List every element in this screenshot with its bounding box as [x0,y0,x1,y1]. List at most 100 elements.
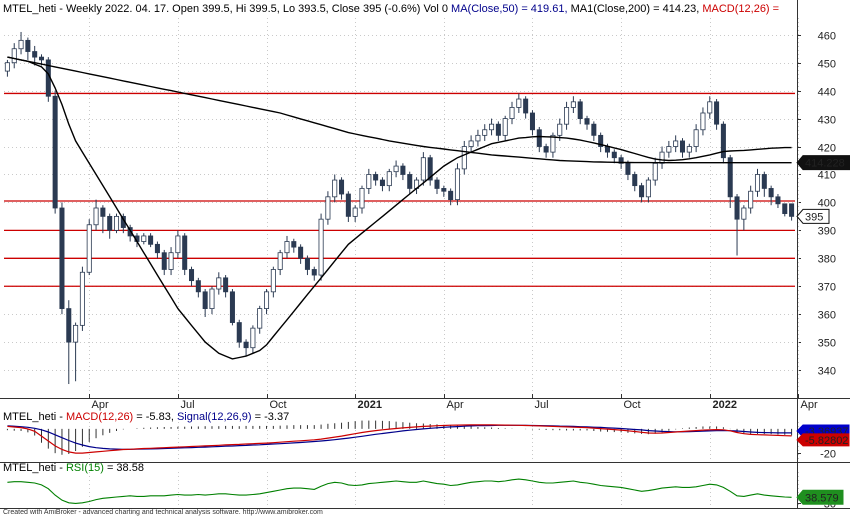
candle-body [86,224,92,273]
candle-body [264,291,270,309]
candle-body [516,98,522,108]
macd-header-symbol: MTEL_heti [3,411,56,423]
candle-body [591,123,597,136]
candle-body [216,277,222,290]
rsi-header-symbol: MTEL_heti [3,462,56,474]
macd-header-signal-val: = -3.37 [252,411,290,423]
candle-body [209,288,215,309]
candle-body [420,157,426,181]
price-ytick-label: 420 [818,143,836,155]
candle-body [73,324,79,343]
candle-body [243,341,249,349]
candle-body [754,174,761,192]
candle-body [291,241,297,248]
candle-body [148,235,154,245]
candle-body [386,171,392,187]
price-ytick-label: 390 [818,226,836,238]
candle-body [509,107,515,119]
x-tick-label: 2022 [713,399,737,411]
candle-body [748,190,754,209]
candle-body [407,174,413,189]
price-tag-box [796,208,830,224]
candle-body [570,101,576,108]
candle-body [618,157,624,164]
candle-body [141,235,147,242]
candle-body [495,123,501,136]
candle-body [727,157,733,198]
candle-body [339,179,345,195]
candle-body [304,257,310,270]
price-ytick-label: 350 [818,338,836,350]
candle-body [52,95,58,209]
candle-body [768,188,774,198]
candle-body [182,235,188,270]
candle-body [366,174,372,189]
candle-body [557,123,563,136]
macd-ytick-label: -20 [820,449,836,461]
candle-body [782,203,788,214]
rsi-panel[interactable]: 3038.579 [0,478,850,511]
x-tick-label: Apr [92,399,109,411]
candle-body [625,162,631,175]
candle-body [66,308,72,343]
macd-tag-box [796,433,850,447]
candle-body [550,134,556,153]
candle-body [741,207,747,220]
candle-body [311,269,317,276]
macd-panel[interactable]: -20-3.36937-5.82802 [0,420,850,463]
macd-header-macd-val: = -5.83, [133,411,177,423]
footer-credit: Created with AmiBroker - advanced charti… [3,509,323,516]
candle-body [113,215,120,231]
price-ytick-label: 460 [818,31,836,43]
rsi-header: MTEL_heti - RSI(15) = 38.58 [3,462,144,474]
price-ytick-label: 340 [818,366,836,378]
candle-body [257,308,263,329]
candle-body [298,246,304,259]
price-ytick-label: 440 [818,87,836,99]
candle-body [639,185,645,198]
macd-line [7,424,792,454]
candle-body [359,188,365,209]
x-tick-label: Oct [624,399,641,411]
candle-body [229,291,235,323]
price-ytick-label: 410 [818,170,836,182]
candle-body [379,179,385,187]
candle-body [454,168,460,201]
candle-body [686,146,692,153]
candle-body [598,134,604,147]
candle-body [468,140,474,147]
candle-body [236,322,242,343]
candle-body [352,207,358,217]
candle-body [775,196,781,205]
candle-body [127,227,133,237]
macd-header-signal: Signal(12,26,9) [177,411,252,423]
price-ytick-label: 430 [818,115,836,127]
candle-body [175,235,181,254]
candle-body [720,123,726,159]
candle-body [611,151,617,159]
candle-body [489,123,495,131]
candle-body [32,51,38,58]
rsi-tag-box [796,489,844,505]
x-tick-label: Apr [801,399,818,411]
candle-body [202,291,208,309]
candle-body [107,215,113,231]
candle-body [161,252,167,270]
price-header-ma200: MA1(Close,200) = 414.23, [571,3,703,15]
signal-line [7,424,792,450]
candle-body [529,112,535,131]
candle-body [270,269,276,293]
price-panel[interactable]: 340 350 360 370 380 390 400 410 420 430 440 450 460 A… [0,0,850,508]
x-tick-label: 2021 [358,399,382,411]
candle-body [25,39,31,52]
macd-tag-label: -5.82802 [805,435,848,447]
candle-body [564,107,570,125]
candle-body [59,207,65,309]
price-header-ma50: MA(Close,50) = 419.61, [451,3,571,15]
candle-body [659,151,665,164]
candle-body [666,146,672,153]
rsi-tag-label: 38.579 [805,492,839,504]
candle-body [427,157,433,181]
candle-body [11,48,17,64]
candle-body [707,101,713,114]
